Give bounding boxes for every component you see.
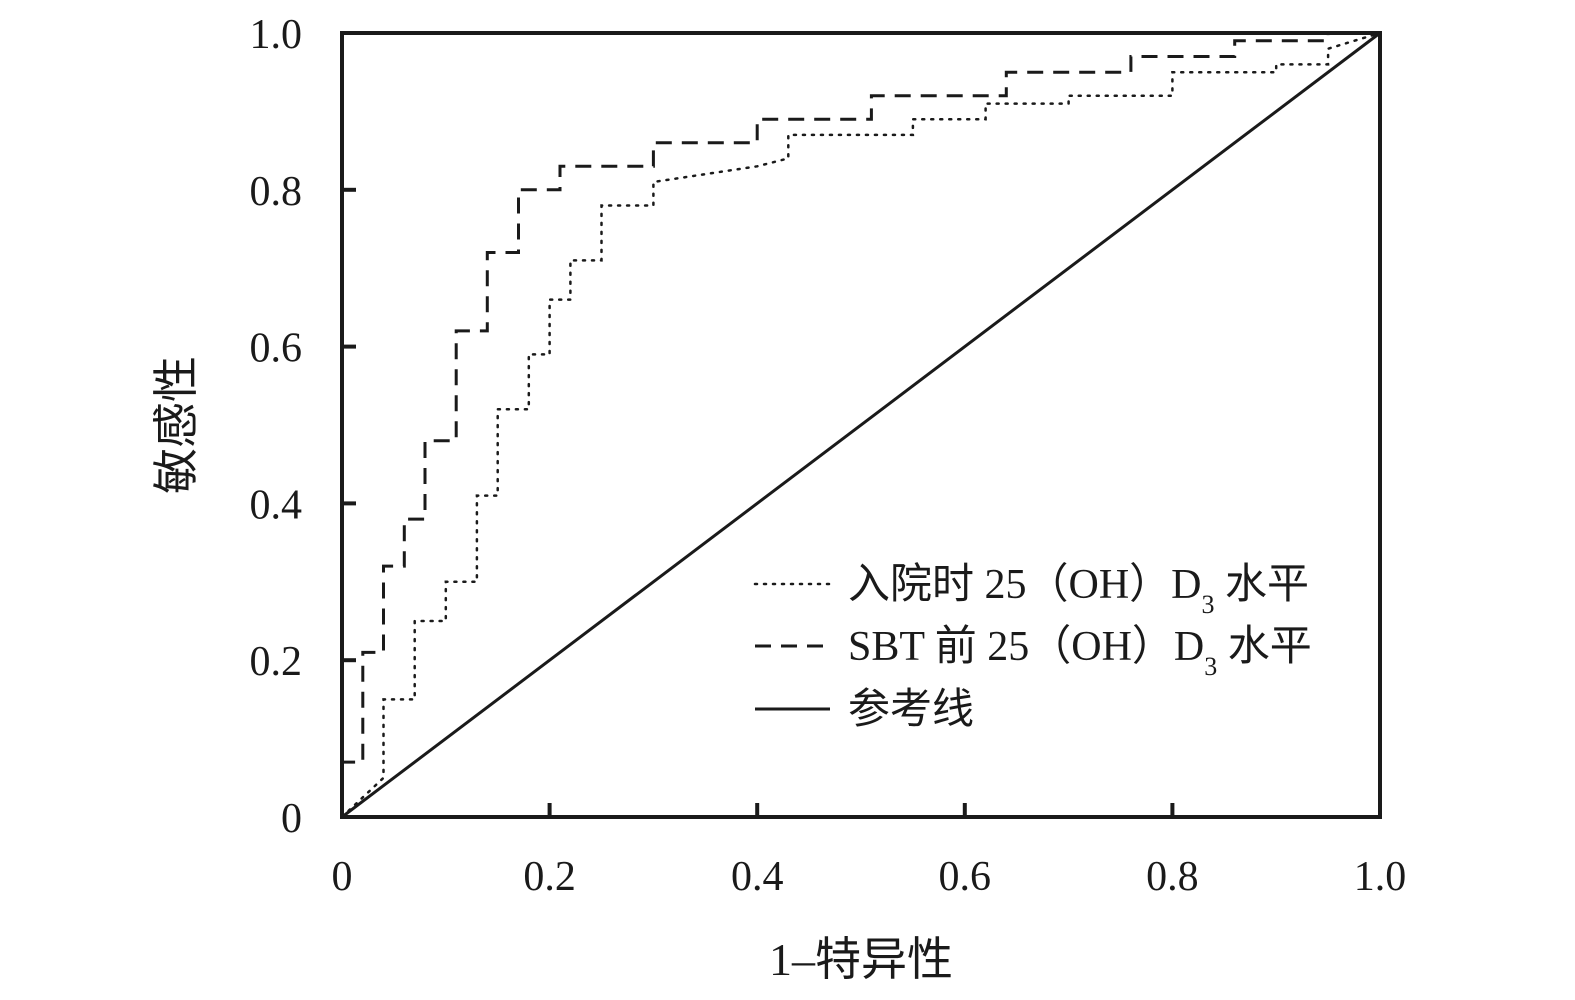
series-line-0	[340, 31, 1382, 819]
legend-label-0: 入院时 25（OH）D3 水平	[848, 561, 1309, 619]
x-tick-label-0: 0	[332, 854, 353, 900]
y-tick-label-2: 0.4	[250, 482, 303, 528]
y-tick-label-5: 1.0	[250, 12, 303, 58]
y-tick-label-0: 0	[281, 796, 302, 842]
x-tick-label-5: 1.0	[1354, 854, 1407, 900]
legend-label-1: SBT 前 25（OH）D3 水平	[848, 624, 1312, 681]
y-tick-label-3: 0.6	[250, 326, 303, 372]
y-tick-label-4: 0.8	[250, 169, 303, 215]
x-axis-title: 1–特异性	[769, 934, 953, 985]
series-layer	[340, 31, 1382, 819]
y-tick-label-1: 0.2	[250, 639, 303, 685]
series-line-2	[341, 31, 1381, 819]
y-axis-title: 敏感性	[151, 356, 202, 494]
x-tick-label-2: 0.4	[731, 854, 784, 900]
series-line-1	[340, 31, 1380, 817]
plot-frame	[340, 31, 1382, 819]
x-tick-label-4: 0.8	[1146, 854, 1199, 900]
ticks-layer	[342, 187, 1175, 817]
labels-layer: 0 0.2 0.4 0.6 0.8 1.0 0 0.2 0.4 0.6 0.8 1.0	[250, 12, 1407, 900]
legend-label-2: 参考线	[848, 686, 974, 733]
x-tick-label-1: 0.2	[523, 854, 576, 900]
x-tick-label-3: 0.6	[939, 854, 992, 900]
